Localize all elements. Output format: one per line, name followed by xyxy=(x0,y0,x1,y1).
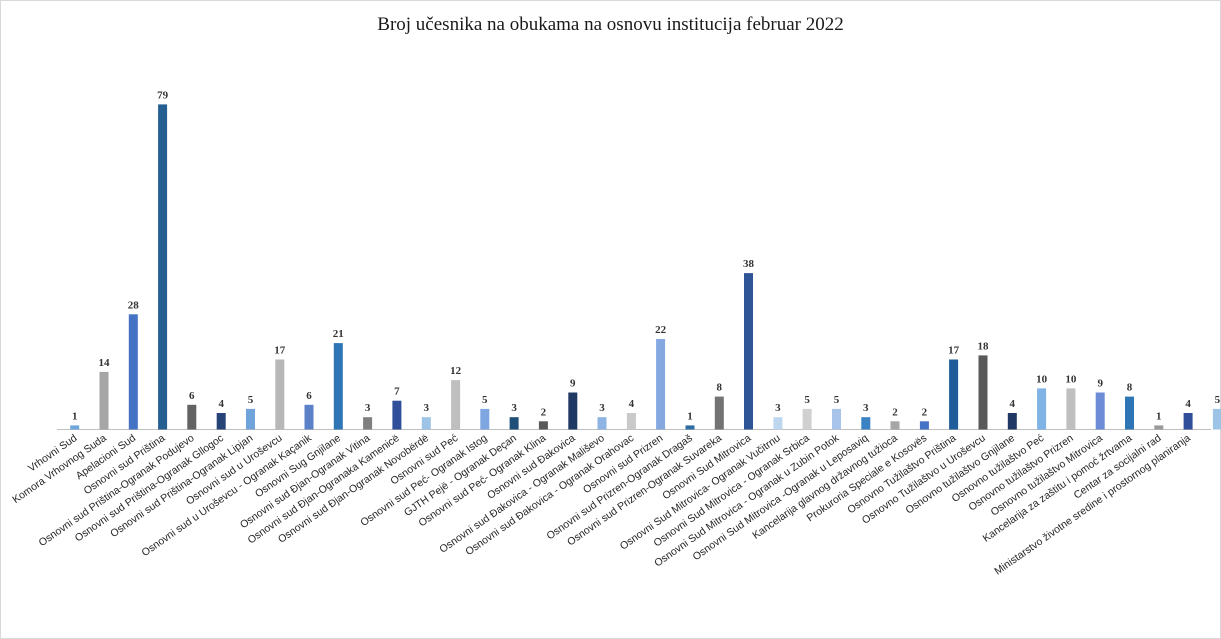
bar xyxy=(538,421,548,430)
bar xyxy=(626,413,636,430)
bar xyxy=(744,273,753,430)
bar xyxy=(949,359,959,430)
data-label: 6 xyxy=(189,390,195,402)
data-label: 1 xyxy=(1156,410,1162,422)
data-label: 12 xyxy=(450,365,462,377)
bar xyxy=(685,425,695,430)
data-label: 4 xyxy=(218,398,224,410)
data-label: 7 xyxy=(394,386,400,398)
bar xyxy=(480,408,490,430)
data-label: 17 xyxy=(948,345,960,357)
data-label: 1 xyxy=(72,410,78,422)
bar xyxy=(158,104,168,430)
data-label: 4 xyxy=(1010,398,1016,410)
data-label: 2 xyxy=(541,406,547,418)
data-label: 18 xyxy=(978,340,990,352)
data-label: 5 xyxy=(834,394,840,406)
bar xyxy=(1095,392,1105,430)
bar xyxy=(1154,425,1164,430)
bar xyxy=(509,417,519,430)
bar xyxy=(451,380,461,430)
data-label: 8 xyxy=(717,382,723,394)
data-label: 14 xyxy=(99,357,111,369)
bar xyxy=(70,425,80,430)
data-label: 3 xyxy=(863,402,869,414)
bar xyxy=(421,417,431,430)
bar xyxy=(363,417,373,430)
bar xyxy=(99,371,109,430)
data-label: 38 xyxy=(743,258,755,270)
data-label: 2 xyxy=(892,406,898,418)
bar xyxy=(1037,388,1047,430)
chart-title: Broj učesnika na obukama na osnovu insti… xyxy=(377,14,844,35)
bar xyxy=(978,355,988,430)
data-label: 79 xyxy=(157,89,169,101)
data-label: 4 xyxy=(1185,398,1191,410)
bar xyxy=(597,417,607,430)
bar xyxy=(333,343,343,430)
bar xyxy=(1066,388,1076,430)
bar xyxy=(714,396,724,430)
data-label: 3 xyxy=(365,402,371,414)
bar xyxy=(773,417,783,430)
data-label: 1 xyxy=(687,410,693,422)
bar xyxy=(187,404,197,430)
data-label: 3 xyxy=(599,402,605,414)
data-label: 3 xyxy=(424,402,430,414)
data-label: 3 xyxy=(775,402,781,414)
data-label: 17 xyxy=(274,345,286,357)
data-label: 3 xyxy=(511,402,517,414)
data-label: 10 xyxy=(1036,373,1048,385)
bar xyxy=(304,404,314,430)
data-label: 2 xyxy=(922,406,928,418)
bar xyxy=(275,359,285,430)
data-label: 9 xyxy=(570,378,576,390)
bar xyxy=(861,417,871,430)
bar xyxy=(128,314,138,430)
bar xyxy=(246,408,255,430)
data-label: 5 xyxy=(1215,394,1221,406)
bar xyxy=(1212,408,1221,430)
bar xyxy=(392,400,402,430)
data-label: 5 xyxy=(482,394,488,406)
data-label: 9 xyxy=(1097,378,1103,390)
data-label: 28 xyxy=(128,299,140,311)
bar xyxy=(568,392,578,430)
bar xyxy=(802,408,812,430)
data-label: 6 xyxy=(306,390,312,402)
data-label: 5 xyxy=(248,394,254,406)
data-label: 10 xyxy=(1065,373,1077,385)
data-label: 5 xyxy=(804,394,810,406)
data-label: 4 xyxy=(629,398,635,410)
bar xyxy=(1007,413,1017,430)
bar xyxy=(919,421,929,430)
bar xyxy=(832,408,841,430)
data-label: 22 xyxy=(655,324,667,336)
bar xyxy=(890,421,900,430)
data-label: 8 xyxy=(1127,382,1133,394)
bar xyxy=(1125,396,1134,430)
data-label: 21 xyxy=(333,328,344,340)
bar xyxy=(656,339,666,430)
bar xyxy=(1183,413,1193,430)
bar xyxy=(216,413,226,430)
